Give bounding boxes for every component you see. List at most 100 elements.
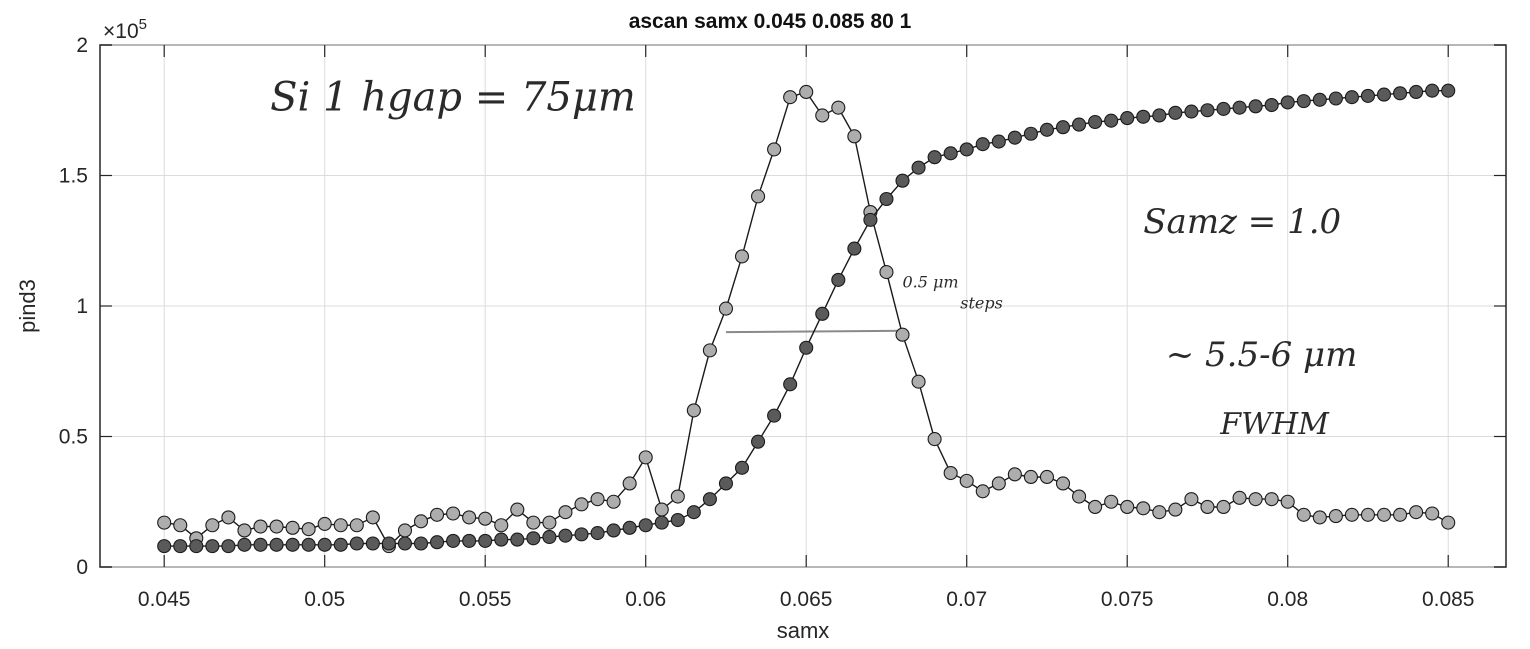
chart-title: ascan samx 0.045 0.085 80 1 <box>629 10 912 33</box>
data-point <box>911 374 926 389</box>
x-tick-labels: 0.045 0.05 0.055 0.06 0.065 0.07 0.075 0.08 0.08… <box>138 588 1475 611</box>
data-point <box>654 515 669 530</box>
x-tick-label: 0.08 <box>1267 588 1308 611</box>
data-point <box>349 518 364 533</box>
data-point <box>815 108 830 123</box>
x-tick-label: 0.05 <box>304 588 345 611</box>
data-point <box>783 90 798 105</box>
data-point <box>558 528 573 543</box>
data-point <box>1184 492 1199 507</box>
data-point <box>1376 507 1392 522</box>
data-point <box>1409 84 1424 100</box>
data-point <box>590 526 605 541</box>
data-point <box>991 134 1006 149</box>
annotation-text: 0.5 μm <box>903 273 959 292</box>
data-point <box>670 512 685 528</box>
data-point <box>911 160 926 175</box>
data-point <box>1441 83 1456 98</box>
data-point <box>446 506 461 521</box>
data-point <box>1393 507 1408 522</box>
data-point <box>670 489 685 504</box>
data-point <box>1072 117 1087 132</box>
x-tick-label: 0.085 <box>1422 588 1475 611</box>
data-point <box>1007 467 1022 482</box>
data-point <box>879 191 894 207</box>
annotation-text: FWHM <box>1219 407 1330 442</box>
axis-ticks <box>100 44 1506 568</box>
data-point <box>1039 469 1055 485</box>
data-point <box>927 432 942 447</box>
data-point <box>526 515 541 530</box>
x-tick-label: 0.07 <box>946 588 987 611</box>
data-point <box>734 460 750 475</box>
data-point <box>959 473 974 488</box>
data-point <box>558 505 573 520</box>
y-tick-label: 0.5 <box>59 426 88 449</box>
data-point <box>654 502 669 517</box>
data-point <box>1296 507 1311 522</box>
data-point <box>718 301 734 316</box>
data-point <box>1409 505 1424 520</box>
data-point <box>365 536 380 551</box>
y-tick-label: 2 <box>76 34 88 57</box>
data-point <box>430 507 445 522</box>
data-point <box>510 502 525 517</box>
data-point <box>847 129 862 144</box>
annotation-text: steps <box>960 294 1003 313</box>
data-point <box>173 518 188 533</box>
y-exponent-power: 5 <box>139 16 147 33</box>
x-tick-label: 0.065 <box>780 588 833 611</box>
data-point <box>799 84 814 100</box>
data-point <box>895 173 910 188</box>
series-1 <box>157 84 1456 554</box>
y-tick-labels: 0 0.5 1 1.5 2 <box>59 34 88 579</box>
data-point <box>718 476 734 491</box>
series-2 <box>157 83 1456 554</box>
data-point <box>478 533 493 548</box>
data-point <box>365 510 380 525</box>
data-point <box>221 510 236 525</box>
data-point <box>1168 502 1183 517</box>
data-point <box>1152 505 1167 520</box>
data-point <box>462 510 477 525</box>
data-point <box>253 519 268 534</box>
series <box>157 83 1456 554</box>
data-point <box>301 537 316 552</box>
data-point <box>397 536 413 551</box>
data-point <box>975 137 990 152</box>
data-point <box>686 505 701 520</box>
data-point <box>1088 114 1103 130</box>
data-point <box>1136 501 1151 516</box>
data-point <box>205 518 220 533</box>
data-point <box>205 539 220 554</box>
data-point <box>590 492 605 507</box>
data-point <box>879 265 894 280</box>
x-tick-label: 0.06 <box>625 588 666 611</box>
data-point <box>831 100 846 115</box>
data-point <box>173 539 188 554</box>
data-point <box>446 533 461 548</box>
data-point <box>1055 476 1071 491</box>
data-point <box>494 518 509 533</box>
data-point <box>1425 506 1440 521</box>
data-point <box>574 497 589 512</box>
data-point <box>413 536 429 551</box>
data-point <box>1425 83 1440 98</box>
data-point <box>1264 492 1279 507</box>
data-point <box>1104 494 1119 509</box>
data-point <box>237 537 252 552</box>
data-point <box>381 536 396 551</box>
data-point <box>991 476 1006 491</box>
data-point <box>1360 88 1376 103</box>
data-point <box>975 484 990 499</box>
data-point <box>349 536 364 551</box>
data-point <box>847 241 862 256</box>
data-point <box>1344 90 1359 105</box>
data-point <box>767 408 782 423</box>
data-point <box>189 539 204 554</box>
data-point <box>1296 94 1311 109</box>
data-point <box>1280 95 1295 110</box>
annotation-text: Samz = 1.0 <box>1143 202 1341 242</box>
y-tick-label: 1 <box>76 295 88 318</box>
